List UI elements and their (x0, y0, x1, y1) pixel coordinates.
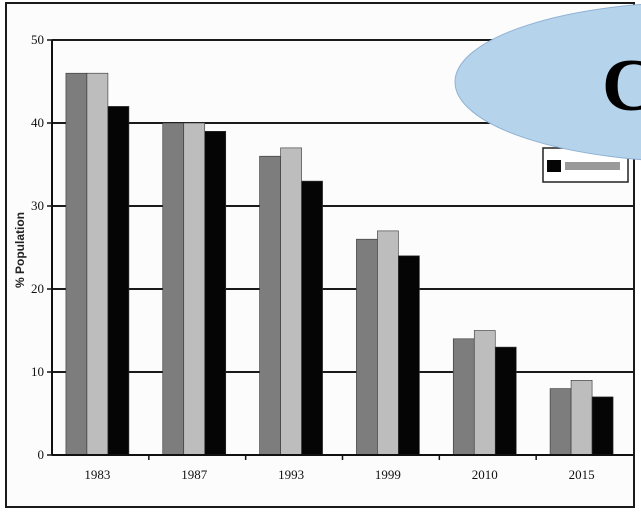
bar-1993-series-1 (259, 155, 281, 456)
y-tick-label: 30 (31, 198, 44, 213)
bar-2010-series-1 (452, 338, 475, 456)
callout-text: C (602, 45, 641, 127)
bar-1983-series-3 (107, 106, 130, 456)
legend-swatch (547, 160, 561, 172)
x-tick-label: 1993 (278, 467, 304, 482)
x-tick-label: 1987 (181, 467, 208, 482)
x-tick-label: 2010 (472, 467, 498, 482)
bar-1983-series-2 (86, 72, 109, 456)
bar-1987-series-3 (204, 131, 227, 456)
y-axis-label: % Population (13, 212, 27, 288)
tick-labels: 0 10 20 30 40 50 1983 1987 1993 1999 2010 2015 (31, 32, 595, 482)
callout-bubble: C (454, 3, 641, 161)
bar-2015-series-1 (549, 388, 572, 456)
legend-entry-obscured (565, 162, 620, 170)
bar-2015-series-3 (591, 396, 614, 456)
y-tick-label: 0 (38, 447, 45, 462)
y-tick-label: 40 (31, 115, 44, 130)
legend (542, 147, 629, 183)
bar-2010-series-2 (473, 330, 496, 456)
callout-ellipse (454, 3, 641, 161)
x-tick-label: 2015 (569, 467, 595, 482)
bar-1987-series-1 (162, 122, 185, 456)
bars (65, 72, 614, 456)
bar-2010-series-3 (494, 346, 517, 456)
bar-1993-series-3 (301, 180, 323, 456)
bar-1999-series-2 (377, 230, 399, 456)
y-tick-label: 10 (31, 364, 44, 379)
bar-2015-series-2 (570, 379, 593, 456)
bar-1983-series-1 (65, 72, 88, 456)
bar-1987-series-2 (183, 122, 206, 456)
bar-1993-series-2 (280, 147, 302, 456)
x-tick-label: 1999 (375, 467, 401, 482)
y-tick-label: 20 (31, 281, 44, 296)
bar-1999-series-1 (356, 238, 378, 456)
y-tick-label: 50 (31, 32, 44, 47)
bar-1999-series-3 (398, 255, 420, 456)
x-tick-label: 1983 (84, 467, 110, 482)
